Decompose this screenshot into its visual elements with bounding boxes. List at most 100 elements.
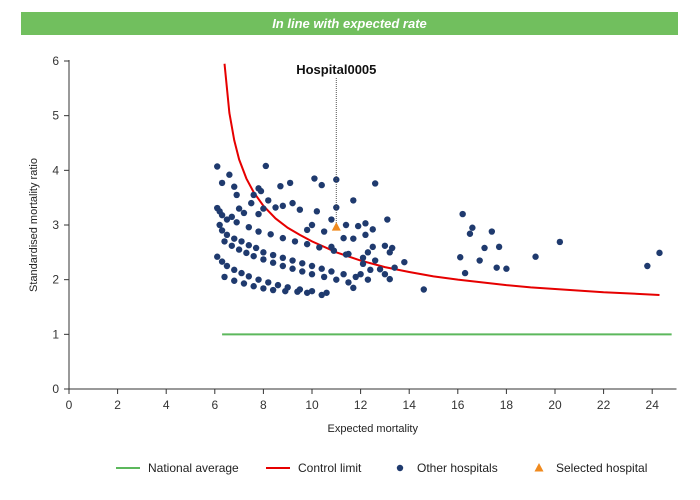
chart-points bbox=[214, 162, 663, 299]
hospital-point bbox=[481, 244, 488, 252]
hospital-point bbox=[214, 253, 221, 260]
hospital-point bbox=[359, 260, 367, 268]
hospital-point bbox=[233, 219, 240, 226]
hospital-point bbox=[282, 287, 289, 295]
hospital-point bbox=[461, 269, 469, 277]
hospital-point bbox=[216, 221, 223, 229]
hospital-point bbox=[381, 271, 389, 278]
hospital-point bbox=[245, 242, 253, 249]
hospital-point bbox=[255, 228, 262, 235]
hospital-point bbox=[243, 249, 250, 257]
y-tick-label: 4 bbox=[52, 163, 59, 177]
legend-label-selected-hospital: Selected hospital bbox=[556, 461, 647, 475]
hospital-point bbox=[342, 221, 350, 229]
y-tick-label: 3 bbox=[52, 218, 59, 232]
x-tick-label: 8 bbox=[260, 398, 267, 412]
hospital-point bbox=[223, 216, 231, 223]
hospital-point bbox=[386, 275, 393, 283]
hospital-point bbox=[493, 264, 500, 271]
hospital-point bbox=[340, 234, 347, 242]
hospital-point bbox=[238, 269, 245, 277]
hospital-point bbox=[371, 257, 379, 264]
hospital-point bbox=[286, 179, 294, 187]
hospital-point bbox=[291, 238, 299, 245]
hospital-point bbox=[364, 276, 372, 283]
hospital-point bbox=[391, 264, 398, 271]
hospital-point bbox=[362, 220, 369, 227]
hospital-point bbox=[260, 249, 267, 256]
hospital-point bbox=[352, 273, 359, 281]
legend-swatch-other-hospitals bbox=[396, 464, 404, 472]
hospital-point bbox=[308, 271, 316, 278]
hospital-point bbox=[367, 266, 374, 274]
hospital-point bbox=[644, 262, 651, 270]
y-tick-label: 6 bbox=[52, 54, 59, 68]
annotation-label: Hospital0005 bbox=[296, 62, 376, 77]
hospital-point bbox=[289, 199, 296, 207]
hospital-point bbox=[308, 221, 316, 229]
hospital-point bbox=[388, 244, 396, 252]
x-axis-title: Expected mortality bbox=[328, 423, 419, 435]
x-tick-label: 22 bbox=[597, 398, 611, 412]
hospital-point bbox=[289, 257, 296, 264]
hospital-point bbox=[233, 191, 240, 199]
status-banner-label: In line with expected rate bbox=[272, 16, 427, 31]
hospital-point bbox=[235, 205, 243, 212]
hospital-point bbox=[381, 242, 389, 249]
hospital-point bbox=[311, 175, 318, 182]
hospital-point bbox=[277, 182, 284, 190]
hospital-point bbox=[299, 268, 306, 275]
hospital-point bbox=[221, 273, 228, 281]
hospital-point bbox=[320, 228, 328, 235]
hospital-point bbox=[235, 246, 243, 253]
hospital-point bbox=[255, 210, 262, 218]
hospital-point bbox=[333, 204, 340, 211]
x-tick-label: 12 bbox=[354, 398, 368, 412]
hospital-point bbox=[532, 253, 539, 260]
hospital-point bbox=[267, 231, 274, 238]
hospital-point bbox=[240, 209, 248, 217]
hospital-point bbox=[245, 223, 253, 231]
hospital-point bbox=[248, 199, 255, 207]
hospital-point bbox=[218, 258, 226, 265]
hospital-point bbox=[231, 183, 238, 190]
hospital-point bbox=[350, 235, 357, 242]
hospital-point bbox=[303, 240, 311, 248]
hospital-point bbox=[350, 284, 357, 292]
hospital-point bbox=[279, 234, 287, 242]
hospital-point bbox=[274, 281, 282, 289]
control-limit-line bbox=[223, 63, 660, 296]
hospital-point bbox=[656, 249, 663, 257]
y-tick-label: 2 bbox=[52, 273, 59, 287]
hospital-point bbox=[354, 222, 362, 230]
hospital-point bbox=[221, 238, 228, 245]
hospital-point bbox=[345, 279, 352, 286]
hospital-point bbox=[231, 235, 238, 242]
hospital-point bbox=[333, 276, 340, 283]
hospital-point bbox=[303, 226, 311, 234]
x-tick-label: 20 bbox=[548, 398, 562, 412]
x-tick-label: 18 bbox=[500, 398, 514, 412]
hospital-point bbox=[357, 271, 364, 278]
hospital-point bbox=[318, 291, 325, 299]
chart-annotation: Hospital0005 bbox=[296, 62, 376, 231]
hospital-point bbox=[279, 202, 287, 210]
hospital-point bbox=[269, 286, 277, 294]
hospital-point bbox=[240, 280, 248, 287]
chart-series-lines bbox=[222, 63, 672, 336]
x-tick-label: 0 bbox=[66, 398, 73, 412]
y-axis-title: Standardised mortality ratio bbox=[28, 158, 40, 292]
hospital-point bbox=[359, 254, 367, 261]
hospital-point bbox=[269, 251, 277, 259]
hospital-point bbox=[308, 262, 316, 270]
legend-label-control-limit: Control limit bbox=[298, 461, 362, 475]
hospital-point bbox=[260, 205, 267, 212]
hospital-point bbox=[323, 289, 330, 296]
y-tick-label: 1 bbox=[52, 327, 59, 341]
hospital-point bbox=[289, 265, 296, 272]
hospital-point bbox=[231, 266, 238, 274]
hospital-point bbox=[279, 254, 287, 261]
hospital-point bbox=[371, 180, 379, 187]
hospital-point bbox=[228, 213, 236, 220]
